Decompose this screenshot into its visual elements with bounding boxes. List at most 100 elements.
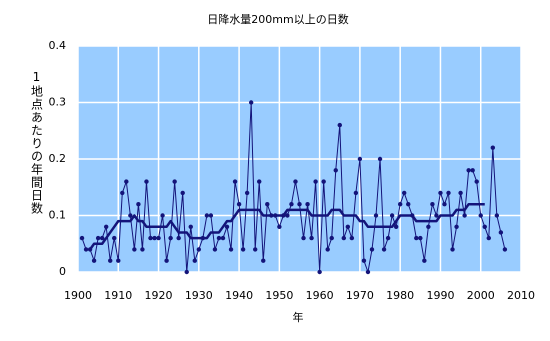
data-point	[160, 213, 165, 218]
data-point	[297, 202, 302, 207]
data-point	[140, 247, 145, 252]
data-point	[313, 179, 318, 184]
data-point	[454, 224, 459, 229]
series-line	[89, 202, 485, 251]
data-point	[120, 190, 125, 196]
data-point	[301, 235, 306, 241]
data-point	[144, 179, 149, 184]
data-point	[172, 179, 177, 184]
data-point	[470, 168, 475, 173]
data-point	[240, 247, 246, 252]
data-point	[442, 202, 447, 207]
data-point	[361, 258, 367, 263]
data-point	[418, 235, 423, 241]
data-point	[220, 235, 226, 241]
data-point	[466, 168, 471, 173]
data-point	[228, 247, 234, 252]
data-point	[95, 235, 101, 241]
data-point	[285, 213, 290, 218]
data-point	[236, 202, 242, 207]
data-point	[430, 202, 435, 207]
data-point	[438, 190, 443, 196]
data-point	[365, 269, 371, 275]
data-point	[381, 247, 387, 252]
chart-title: 日降水量200mm以上の日数	[207, 12, 348, 26]
data-point	[502, 247, 508, 252]
data-point	[244, 190, 250, 196]
data-point	[103, 224, 109, 229]
data-point	[369, 247, 375, 252]
data-point	[422, 258, 427, 263]
data-point	[333, 168, 338, 173]
data-point	[434, 213, 439, 218]
data-point	[289, 202, 294, 207]
data-point	[164, 258, 169, 263]
y-tick-label: 0.1	[49, 209, 67, 222]
data-point	[494, 213, 500, 218]
x-tick-label: 2000	[467, 289, 495, 302]
y-axis-label: 1地点あたりの年間日数	[30, 70, 44, 215]
data-point	[152, 235, 157, 241]
data-point	[305, 202, 310, 207]
data-point	[132, 247, 137, 252]
data-point	[224, 224, 230, 229]
x-tick-label: 2010	[507, 289, 535, 302]
data-point	[474, 179, 479, 184]
data-point	[196, 247, 202, 252]
data-point	[128, 213, 133, 218]
data-point	[353, 190, 359, 196]
data-point	[377, 156, 383, 162]
x-tick-label: 1980	[386, 289, 414, 302]
y-tick-label: 0.2	[49, 152, 67, 165]
x-tick-label: 1900	[64, 289, 92, 302]
data-point	[112, 235, 117, 241]
x-tick-label: 1990	[426, 289, 454, 302]
data-point	[216, 235, 222, 241]
data-point	[156, 235, 161, 241]
data-point	[458, 190, 463, 196]
data-point	[373, 213, 379, 218]
data-point	[192, 258, 197, 263]
data-point	[261, 258, 266, 263]
data-point	[486, 235, 491, 241]
data-point	[397, 202, 403, 207]
data-point	[293, 179, 298, 184]
data-point	[349, 235, 355, 241]
data-point	[414, 235, 419, 241]
data-point	[248, 100, 254, 105]
y-tick-label: 0.4	[49, 39, 67, 52]
data-point	[232, 179, 238, 184]
data-point	[309, 235, 314, 241]
x-tick-label: 1960	[306, 289, 334, 302]
data-point	[79, 235, 85, 241]
data-point	[317, 269, 322, 275]
y-tick-label: 0	[59, 265, 66, 278]
data-point	[184, 269, 189, 275]
data-point	[341, 235, 346, 241]
data-point	[148, 235, 153, 241]
data-point	[402, 190, 407, 196]
data-point	[277, 224, 282, 229]
data-point	[99, 235, 105, 241]
data-point	[176, 235, 181, 241]
data-point	[257, 179, 262, 184]
data-point	[325, 247, 330, 252]
x-tick-label: 1910	[104, 289, 132, 302]
data-point	[204, 213, 210, 218]
data-point	[446, 190, 451, 196]
data-point	[450, 247, 455, 252]
data-point	[389, 213, 395, 218]
data-point	[253, 247, 258, 252]
y-tick-label: 0.3	[49, 96, 67, 109]
data-point	[498, 230, 504, 235]
data-point	[265, 202, 270, 207]
data-point	[357, 156, 363, 162]
data-point	[385, 235, 391, 241]
data-point	[180, 190, 185, 196]
data-point	[136, 202, 141, 207]
data-point	[208, 213, 214, 218]
data-point	[321, 179, 326, 184]
data-point	[212, 247, 218, 252]
data-point	[478, 213, 483, 218]
